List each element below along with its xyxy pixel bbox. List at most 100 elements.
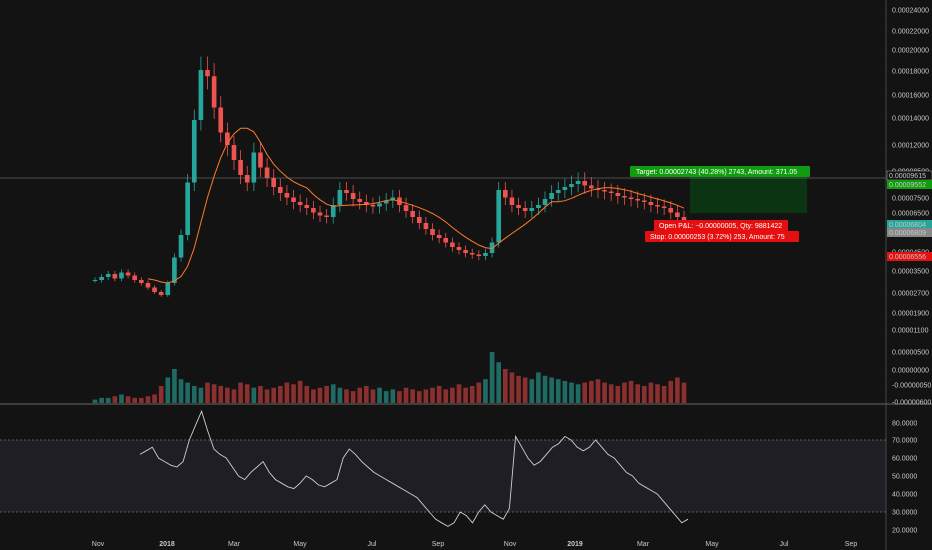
candle-body[interactable] — [357, 199, 363, 202]
candle-body[interactable] — [284, 193, 290, 198]
candle-body[interactable] — [423, 223, 429, 229]
price-candles[interactable] — [92, 56, 687, 297]
candle-body[interactable] — [648, 202, 654, 205]
candle-body[interactable] — [377, 203, 382, 207]
target-zone[interactable] — [690, 175, 807, 213]
candle-body[interactable] — [139, 280, 144, 283]
candle-body[interactable] — [218, 107, 224, 133]
rsi-axis[interactable]: 80.0000 70.0000 60.0000 50.0000 40.0000 30.00… — [892, 421, 917, 535]
candle-body[interactable] — [555, 190, 561, 193]
candle-body[interactable] — [502, 190, 508, 198]
candle-body[interactable] — [205, 70, 210, 77]
candle-body[interactable] — [668, 208, 674, 213]
candle-body[interactable] — [529, 208, 535, 211]
candle-body[interactable] — [615, 193, 621, 196]
candle-body[interactable] — [291, 197, 296, 203]
position-tool[interactable]: Target: 0.00002743 (40.28%) 2743, Amount… — [630, 166, 810, 242]
candle-body[interactable] — [125, 272, 131, 276]
candle-body[interactable] — [330, 205, 336, 217]
candle-body[interactable] — [496, 190, 502, 243]
candle-body[interactable] — [450, 242, 455, 248]
candle-body[interactable] — [549, 193, 554, 199]
volume-bar — [277, 386, 283, 403]
candle-body[interactable] — [191, 120, 197, 183]
candle-body[interactable] — [410, 211, 415, 217]
volume-bar — [668, 380, 674, 403]
candle-body[interactable] — [258, 152, 263, 168]
candle-body[interactable] — [105, 274, 111, 277]
candle-body[interactable] — [337, 190, 343, 205]
candle-body[interactable] — [112, 274, 118, 279]
candle-body[interactable] — [416, 217, 422, 223]
candle-body[interactable] — [350, 193, 356, 199]
candle-body[interactable] — [251, 152, 257, 183]
candle-body[interactable] — [602, 190, 607, 192]
candle-body[interactable] — [211, 76, 217, 108]
candle-body[interactable] — [390, 197, 396, 201]
candle-body[interactable] — [655, 205, 660, 207]
candle-body[interactable] — [324, 215, 329, 218]
candle-body[interactable] — [456, 247, 462, 250]
candle-body[interactable] — [595, 188, 601, 191]
candle-body[interactable] — [536, 205, 541, 208]
candle-body[interactable] — [562, 187, 568, 190]
candle-body[interactable] — [522, 208, 528, 211]
candle-body[interactable] — [297, 202, 303, 205]
candle-body[interactable] — [443, 238, 449, 243]
candle-body[interactable] — [469, 253, 475, 255]
candle-body[interactable] — [225, 132, 230, 146]
target-label-box[interactable] — [630, 166, 810, 177]
candle-body[interactable] — [608, 191, 614, 194]
candle-body[interactable] — [238, 160, 243, 175]
candle-body[interactable] — [569, 184, 574, 187]
candle-body[interactable] — [509, 197, 515, 206]
candle-body[interactable] — [178, 235, 184, 258]
candle-body[interactable] — [311, 208, 316, 213]
candle-body[interactable] — [635, 199, 640, 201]
candle-body[interactable] — [641, 200, 647, 203]
candle-body[interactable] — [158, 292, 164, 295]
candle-body[interactable] — [119, 272, 124, 279]
candle-body[interactable] — [198, 70, 204, 120]
candle-body[interactable] — [628, 197, 634, 200]
candle-body[interactable] — [383, 200, 389, 204]
candle-body[interactable] — [92, 280, 98, 281]
candle-body[interactable] — [430, 229, 435, 235]
candle-body[interactable] — [264, 167, 270, 179]
candle-body[interactable] — [304, 205, 310, 208]
candle-body[interactable] — [582, 181, 588, 186]
candle-body[interactable] — [344, 190, 349, 193]
stop-label-box[interactable] — [645, 231, 799, 242]
candle-body[interactable] — [542, 199, 548, 205]
candle-body[interactable] — [99, 277, 104, 280]
candle-body[interactable] — [317, 212, 323, 216]
candle-body[interactable] — [145, 283, 151, 288]
candle-body[interactable] — [231, 145, 237, 160]
candle-body[interactable] — [463, 250, 468, 253]
candle-body[interactable] — [172, 257, 177, 284]
candle-body[interactable] — [436, 235, 442, 238]
candle-body[interactable] — [244, 175, 250, 183]
candle-body[interactable] — [132, 275, 138, 281]
candle-body[interactable] — [516, 205, 521, 208]
candle-body[interactable] — [152, 287, 157, 293]
candle-body[interactable] — [277, 187, 283, 193]
time-axis[interactable]: Nov 2018 Mar May Jul Sep Nov 2019 Mar May Jul Sep — [92, 541, 858, 548]
candle-body[interactable] — [476, 254, 482, 257]
candle-body[interactable] — [675, 212, 680, 218]
price-tick-label: 0.00018000 — [892, 69, 929, 76]
candle-body[interactable] — [364, 202, 369, 205]
candle-body[interactable] — [185, 182, 190, 236]
candle-body[interactable] — [370, 205, 376, 207]
candle-body[interactable] — [271, 178, 277, 187]
open-pl-label-box[interactable] — [654, 220, 788, 231]
candle-body[interactable] — [483, 253, 488, 256]
candle-body[interactable] — [489, 242, 495, 254]
candle-body[interactable] — [575, 181, 581, 184]
candle-body[interactable] — [165, 283, 171, 295]
candle-body[interactable] — [622, 196, 627, 198]
candle-body[interactable] — [589, 185, 594, 189]
candle-body[interactable] — [403, 205, 409, 211]
candle-body[interactable] — [661, 206, 667, 209]
target-label: Target: 0.00002743 (40.28%) 2743, Amount… — [636, 169, 797, 176]
